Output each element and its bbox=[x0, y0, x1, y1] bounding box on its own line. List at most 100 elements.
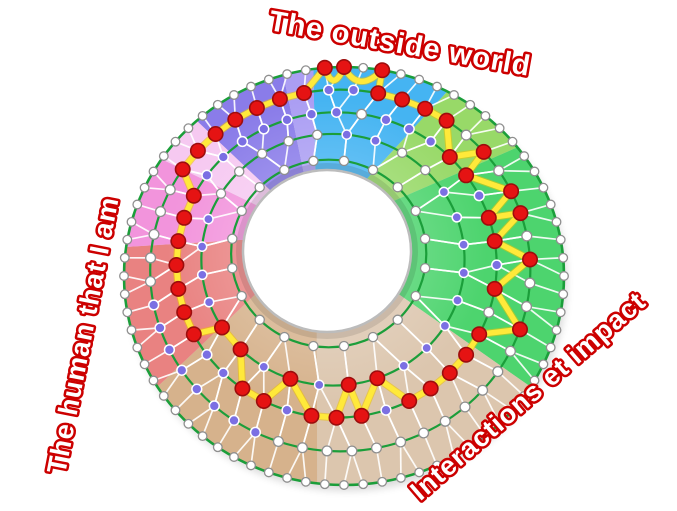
node-purple[interactable] bbox=[370, 135, 381, 147]
node-purple[interactable] bbox=[208, 400, 220, 412]
node-red[interactable] bbox=[486, 233, 503, 250]
node-purple[interactable] bbox=[491, 259, 503, 271]
node-white[interactable] bbox=[519, 151, 530, 162]
node-red[interactable] bbox=[174, 161, 191, 178]
node-purple[interactable] bbox=[313, 379, 325, 391]
node-purple[interactable] bbox=[421, 342, 433, 354]
node-purple[interactable] bbox=[163, 344, 176, 356]
node-white[interactable] bbox=[119, 289, 130, 300]
node-red[interactable] bbox=[422, 380, 439, 397]
node-white[interactable] bbox=[377, 476, 388, 487]
node-white[interactable] bbox=[300, 476, 311, 487]
node-white[interactable] bbox=[158, 151, 169, 162]
node-white[interactable] bbox=[358, 62, 369, 73]
node-white[interactable] bbox=[395, 69, 406, 80]
node-purple[interactable] bbox=[425, 135, 437, 148]
node-red[interactable] bbox=[170, 233, 187, 250]
node-white[interactable] bbox=[279, 331, 290, 343]
node-purple[interactable] bbox=[201, 349, 213, 361]
node-white[interactable] bbox=[520, 301, 533, 313]
node-white[interactable] bbox=[410, 205, 421, 217]
node-white[interactable] bbox=[420, 164, 431, 176]
node-white[interactable] bbox=[414, 74, 425, 85]
node-white[interactable] bbox=[551, 325, 562, 336]
node-white[interactable] bbox=[449, 452, 459, 462]
node-white[interactable] bbox=[126, 216, 137, 227]
node-white[interactable] bbox=[339, 480, 349, 490]
node-white[interactable] bbox=[139, 182, 150, 193]
node-white[interactable] bbox=[460, 129, 472, 141]
node-red[interactable] bbox=[170, 280, 187, 297]
node-white[interactable] bbox=[338, 340, 350, 352]
node-white[interactable] bbox=[555, 307, 566, 318]
node-purple[interactable] bbox=[380, 114, 392, 126]
node-white[interactable] bbox=[212, 99, 223, 110]
node-white[interactable] bbox=[414, 467, 425, 478]
node-white[interactable] bbox=[319, 479, 330, 490]
node-purple[interactable] bbox=[451, 211, 463, 223]
node-white[interactable] bbox=[449, 90, 459, 100]
node-white[interactable] bbox=[356, 108, 368, 120]
node-white[interactable] bbox=[545, 342, 556, 353]
node-white[interactable] bbox=[236, 290, 247, 302]
node-purple[interactable] bbox=[281, 114, 293, 126]
node-white[interactable] bbox=[212, 442, 223, 453]
node-white[interactable] bbox=[545, 199, 556, 210]
node-red[interactable] bbox=[271, 91, 288, 108]
node-white[interactable] bbox=[236, 205, 247, 217]
node-white[interactable] bbox=[494, 123, 505, 134]
node-red[interactable] bbox=[316, 59, 333, 76]
node-red[interactable] bbox=[295, 85, 312, 102]
node-white[interactable] bbox=[538, 182, 549, 193]
node-white[interactable] bbox=[283, 136, 294, 147]
node-white[interactable] bbox=[392, 181, 403, 193]
node-white[interactable] bbox=[370, 442, 383, 454]
node-purple[interactable] bbox=[148, 299, 160, 311]
node-white[interactable] bbox=[395, 472, 406, 483]
node-red[interactable] bbox=[214, 319, 231, 336]
node-white[interactable] bbox=[158, 390, 169, 401]
node-white[interactable] bbox=[321, 445, 333, 457]
node-purple[interactable] bbox=[439, 320, 451, 332]
node-purple[interactable] bbox=[438, 186, 450, 198]
node-white[interactable] bbox=[311, 129, 323, 141]
node-purple[interactable] bbox=[403, 123, 415, 135]
node-white[interactable] bbox=[197, 431, 208, 442]
node-red[interactable] bbox=[185, 187, 202, 204]
node-white[interactable] bbox=[308, 340, 319, 352]
node-purple[interactable] bbox=[196, 269, 208, 281]
node-white[interactable] bbox=[419, 262, 431, 274]
node-white[interactable] bbox=[227, 233, 238, 245]
node-purple[interactable] bbox=[217, 367, 229, 379]
node-white[interactable] bbox=[551, 216, 562, 227]
node-red[interactable] bbox=[234, 380, 251, 397]
node-white[interactable] bbox=[300, 65, 311, 76]
node-red[interactable] bbox=[471, 326, 488, 343]
node-purple[interactable] bbox=[452, 295, 463, 306]
node-white[interactable] bbox=[170, 405, 181, 416]
node-white[interactable] bbox=[254, 314, 265, 326]
node-white[interactable] bbox=[119, 252, 130, 263]
node-purple[interactable] bbox=[341, 129, 353, 140]
node-red[interactable] bbox=[512, 205, 529, 222]
node-white[interactable] bbox=[148, 166, 159, 177]
node-white[interactable] bbox=[308, 155, 319, 167]
node-purple[interactable] bbox=[203, 296, 215, 308]
node-white[interactable] bbox=[418, 427, 430, 439]
node-white[interactable] bbox=[492, 366, 504, 378]
node-red[interactable] bbox=[340, 376, 357, 393]
node-white[interactable] bbox=[480, 110, 491, 121]
node-red[interactable] bbox=[441, 364, 458, 381]
node-white[interactable] bbox=[263, 467, 274, 478]
node-white[interactable] bbox=[507, 405, 518, 416]
node-red[interactable] bbox=[458, 346, 475, 363]
node-white[interactable] bbox=[477, 384, 489, 396]
node-white[interactable] bbox=[439, 415, 451, 427]
node-red[interactable] bbox=[207, 126, 224, 143]
node-white[interactable] bbox=[367, 331, 379, 343]
node-red[interactable] bbox=[417, 100, 434, 117]
node-white[interactable] bbox=[524, 277, 536, 289]
node-white[interactable] bbox=[254, 181, 265, 193]
node-purple[interactable] bbox=[330, 106, 343, 118]
node-white[interactable] bbox=[145, 252, 157, 264]
